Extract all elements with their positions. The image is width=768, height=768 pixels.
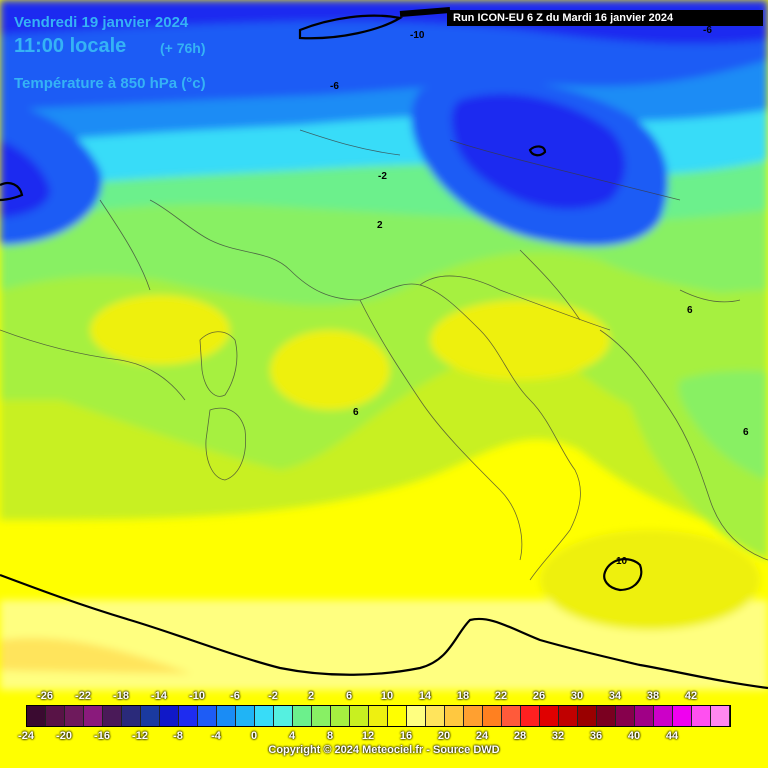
contour-label: -2 bbox=[378, 171, 387, 182]
legend-swatch bbox=[179, 706, 198, 726]
legend-tick-label: -4 bbox=[211, 730, 221, 742]
legend-swatch bbox=[198, 706, 217, 726]
legend-tick-label: 34 bbox=[608, 690, 622, 702]
legend-tick-label: 30 bbox=[570, 690, 584, 702]
contour-label: 6 bbox=[743, 427, 749, 438]
cold-core-contour bbox=[399, 7, 451, 17]
legend-swatch bbox=[711, 706, 730, 726]
legend-swatch bbox=[160, 706, 179, 726]
legend-swatch bbox=[293, 706, 312, 726]
legend-swatch bbox=[635, 706, 654, 726]
legend-tick-label: 40 bbox=[627, 730, 641, 742]
legend-tick-label: 36 bbox=[589, 730, 603, 742]
legend-tick-label: -14 bbox=[151, 690, 167, 702]
model-run-banner: Run ICON-EU 6 Z du Mardi 16 janvier 2024 bbox=[447, 10, 763, 26]
coastlines bbox=[0, 129, 768, 581]
legend-tick-label: 26 bbox=[532, 690, 546, 702]
legend-swatch bbox=[673, 706, 692, 726]
contour-label: 6 bbox=[687, 305, 693, 316]
legend-swatch bbox=[692, 706, 711, 726]
legend-tick-label: 14 bbox=[418, 690, 432, 702]
legend-tick-label: 0 bbox=[250, 730, 258, 742]
legend-tick-label: 22 bbox=[494, 690, 508, 702]
legend-swatch bbox=[274, 706, 293, 726]
legend-tick-label: -8 bbox=[173, 730, 183, 742]
legend-swatch bbox=[236, 706, 255, 726]
legend-tick-label: -26 bbox=[37, 690, 53, 702]
legend-swatch bbox=[502, 706, 521, 726]
contour-label: 10 bbox=[616, 556, 628, 567]
legend-bottom-ticks: -24 -20 -16 -12 -8 -4 0 4 8 12 16 20 24 28 32 36 40 44 bbox=[0, 730, 768, 744]
legend-tick-label: -12 bbox=[132, 730, 148, 742]
legend-top-ticks: -26 -22 -18 -14 -10 -6 -2 2 6 10 14 18 22 26 30 34 38 42 bbox=[0, 690, 768, 704]
legend-tick-label: 12 bbox=[361, 730, 375, 742]
legend-swatch bbox=[654, 706, 673, 726]
legend-swatch bbox=[388, 706, 407, 726]
legend-swatch bbox=[540, 706, 559, 726]
legend-swatch bbox=[65, 706, 84, 726]
legend-tick-label: 8 bbox=[326, 730, 334, 742]
legend-swatch bbox=[217, 706, 236, 726]
contour-label: 6 bbox=[353, 407, 359, 418]
legend-swatch bbox=[445, 706, 464, 726]
legend-tick-label: -2 bbox=[268, 690, 278, 702]
legend-swatch bbox=[464, 706, 483, 726]
legend-tick-label: -24 bbox=[18, 730, 34, 742]
legend-swatch bbox=[312, 706, 331, 726]
legend-color-bar bbox=[26, 705, 731, 727]
legend-tick-label: 4 bbox=[288, 730, 296, 742]
legend-swatch bbox=[255, 706, 274, 726]
contour-label: -10 bbox=[410, 30, 425, 41]
legend-tick-label: 24 bbox=[475, 730, 489, 742]
legend-tick-label: 38 bbox=[646, 690, 660, 702]
legend-tick-label: 32 bbox=[551, 730, 565, 742]
copyright-notice: Copyright © 2024 Meteociel.fr - Source D… bbox=[268, 744, 500, 756]
parameter-title: Température à 850 hPa (°c) bbox=[14, 75, 206, 92]
legend-tick-label: 20 bbox=[437, 730, 451, 742]
legend-swatch bbox=[559, 706, 578, 726]
color-legend: -26 -22 -18 -14 -10 -6 -2 2 6 10 14 18 22 26 30 34 38 42 … bbox=[0, 686, 768, 768]
legend-swatch bbox=[483, 706, 502, 726]
legend-swatch bbox=[426, 706, 445, 726]
legend-tick-label: 28 bbox=[513, 730, 527, 742]
contour-lines bbox=[0, 14, 768, 690]
legend-swatch bbox=[141, 706, 160, 726]
legend-tick-label: -16 bbox=[94, 730, 110, 742]
forecast-step: (+ 76h) bbox=[160, 40, 206, 56]
legend-swatch bbox=[103, 706, 122, 726]
legend-tick-label: 6 bbox=[345, 690, 353, 702]
legend-tick-label: -10 bbox=[189, 690, 205, 702]
legend-swatch bbox=[46, 706, 65, 726]
legend-swatch bbox=[27, 706, 46, 726]
legend-tick-label: 2 bbox=[307, 690, 315, 702]
legend-tick-label: -22 bbox=[75, 690, 91, 702]
contour-label: 2 bbox=[377, 220, 383, 231]
contour-label: -6 bbox=[703, 25, 712, 36]
legend-tick-label: -20 bbox=[56, 730, 72, 742]
legend-swatch bbox=[578, 706, 597, 726]
legend-swatch bbox=[350, 706, 369, 726]
legend-swatch bbox=[331, 706, 350, 726]
forecast-date: Vendredi 19 janvier 2024 bbox=[14, 14, 189, 31]
legend-tick-label: -6 bbox=[230, 690, 240, 702]
legend-tick-label: -18 bbox=[113, 690, 129, 702]
legend-swatch bbox=[84, 706, 103, 726]
legend-swatch bbox=[521, 706, 540, 726]
legend-tick-label: 18 bbox=[456, 690, 470, 702]
legend-swatch bbox=[122, 706, 141, 726]
forecast-time: 11:00 locale bbox=[14, 35, 127, 57]
legend-swatch bbox=[597, 706, 616, 726]
legend-swatch bbox=[407, 706, 426, 726]
contour-label: -6 bbox=[330, 81, 339, 92]
legend-tick-label: 10 bbox=[380, 690, 394, 702]
temperature-bands bbox=[0, 0, 768, 690]
legend-swatch bbox=[369, 706, 388, 726]
legend-tick-label: 42 bbox=[684, 690, 698, 702]
legend-tick-label: 16 bbox=[399, 730, 413, 742]
legend-tick-label: 44 bbox=[665, 730, 679, 742]
legend-swatch bbox=[616, 706, 635, 726]
